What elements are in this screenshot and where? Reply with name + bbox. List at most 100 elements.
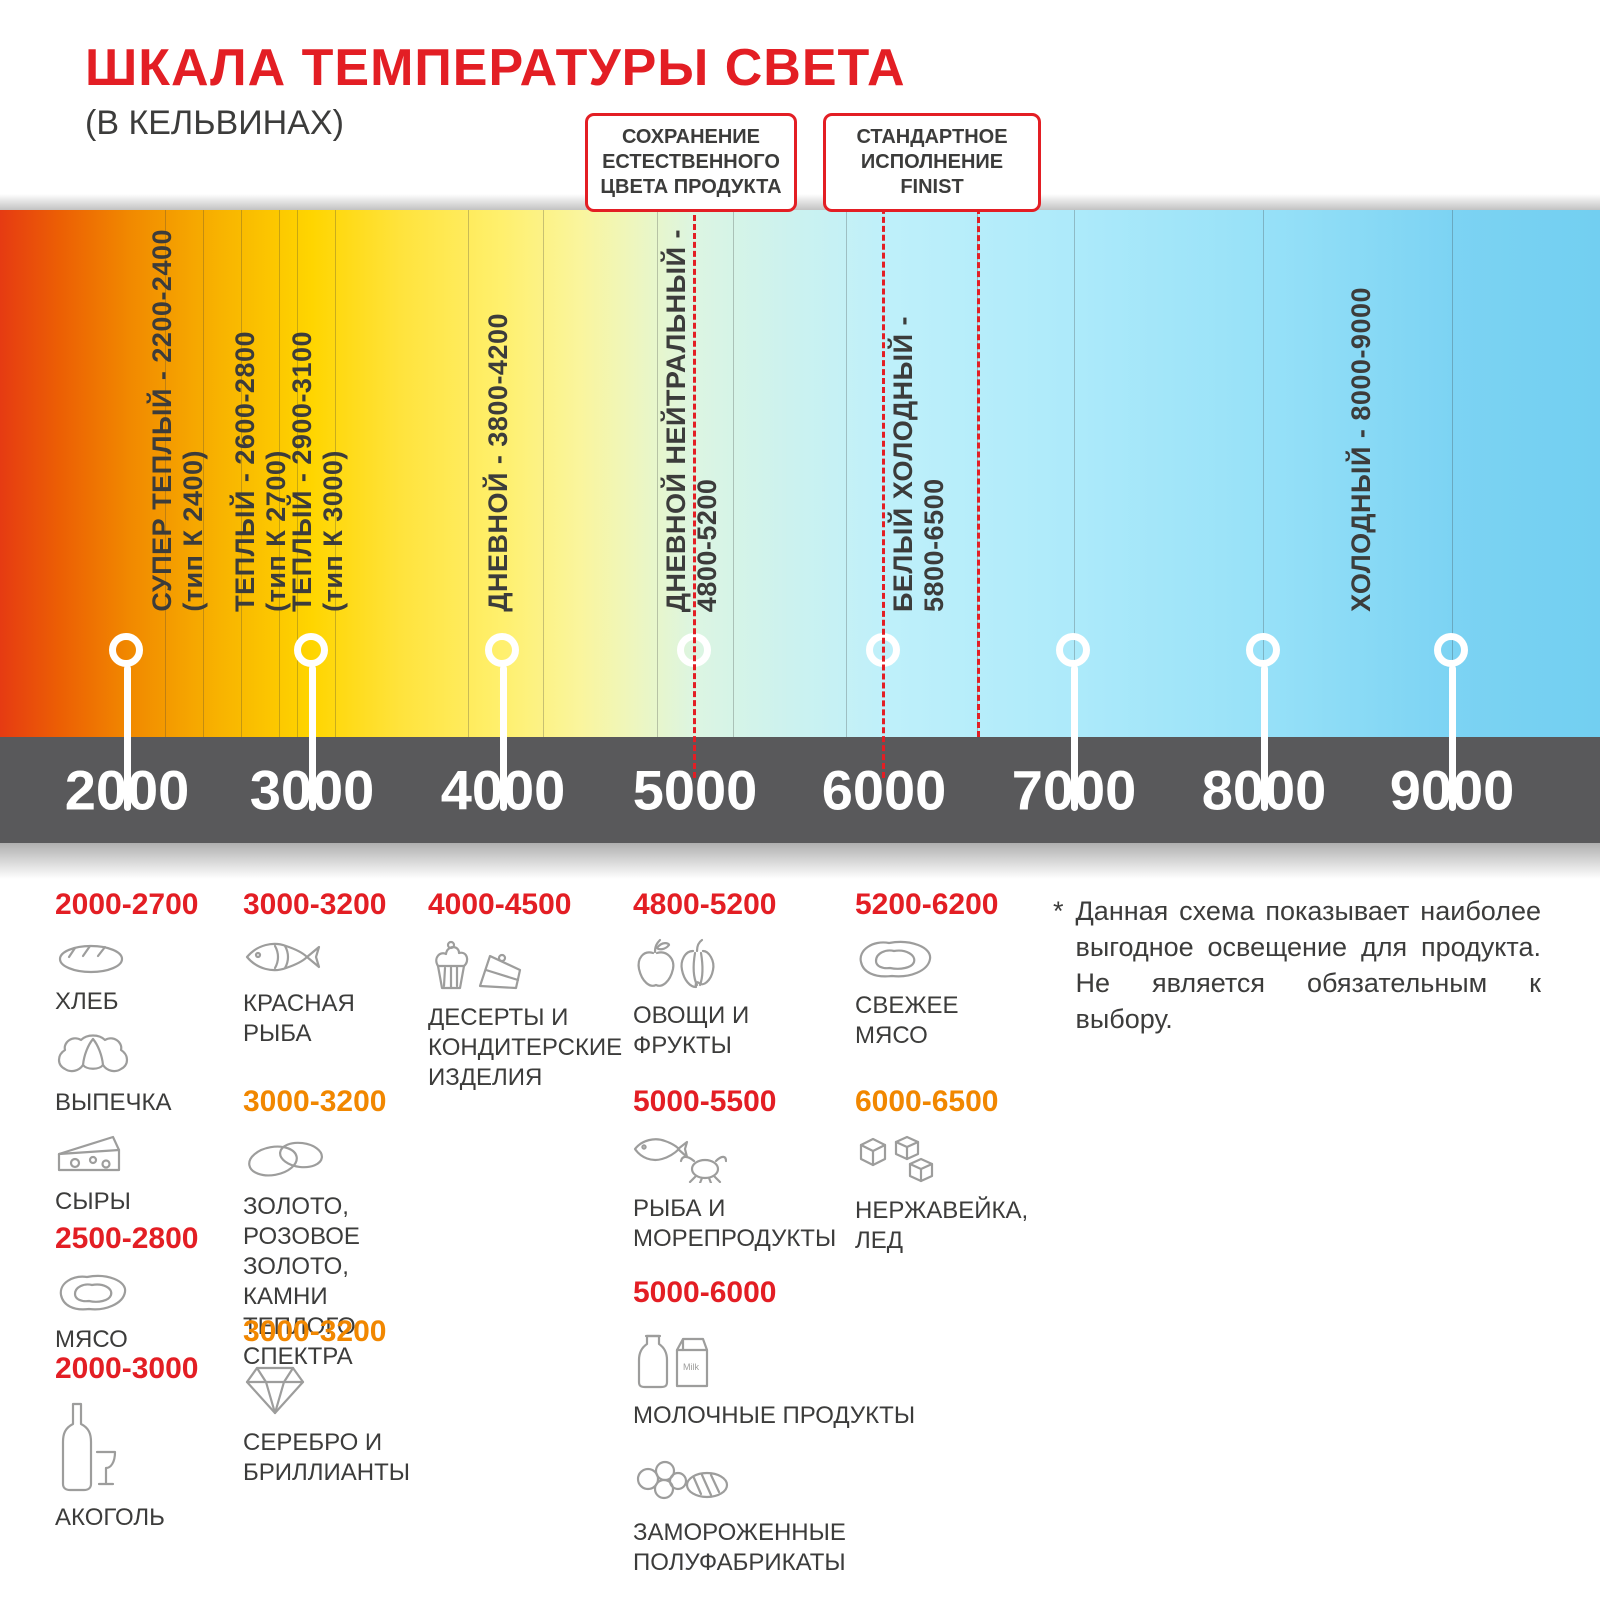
marker-ring	[109, 633, 143, 667]
item-label: ОВОЩИ И ФРУКТЫ	[633, 1002, 750, 1059]
category-item: МЯСО	[55, 1270, 240, 1355]
zone-boundary-line	[657, 210, 658, 737]
range-label: 2000-2700	[55, 888, 199, 921]
zone-boundary-line	[846, 210, 847, 737]
category-item: ВЫПЕЧКА	[55, 1031, 240, 1118]
item-label: СВЕЖЕЕ МЯСО	[855, 992, 959, 1049]
diamond-icon	[243, 1363, 443, 1422]
category-item: СВЕЖЕЕ МЯСО	[855, 936, 1055, 1051]
category-item: НЕРЖАВЕЙКА, ЛЕД	[855, 1133, 1055, 1256]
zone-boundary-line	[468, 210, 469, 737]
item-label: НЕРЖАВЕЙКА, ЛЕД	[855, 1197, 1029, 1254]
range-label: 2500-2800	[55, 1222, 199, 1255]
zone-boundary-line	[297, 210, 298, 737]
marker-3000	[294, 633, 330, 811]
category-item: ХЛЕБ	[55, 936, 240, 1017]
item-label: МЯСО	[55, 1326, 128, 1353]
callout-natural-color: СОХРАНЕНИЕ ЕСТЕСТВЕННОГО ЦВЕТА ПРОДУКТА	[585, 113, 797, 212]
bread-icon	[55, 936, 240, 981]
zone-boundary-line	[279, 210, 280, 737]
category-item: ДЕСЕРТЫ И КОНДИТЕРСКИЕ ИЗДЕЛИЯ	[428, 936, 638, 1093]
zone-label-cold: ХОЛОДНЫЙ - 8000-9000	[1346, 287, 1377, 612]
marker-stem	[1260, 665, 1268, 811]
category-item: ОВОЩИ И ФРУКТЫ	[633, 936, 858, 1061]
zone-label-text: ДНЕВНОЙ - 3800-4200	[483, 313, 513, 612]
category-item: СЕРЕБРО И БРИЛЛИАНТЫ	[243, 1363, 443, 1488]
zone-label-sub: 4800-5200	[692, 478, 722, 612]
category-group: 3000-3200 ЗОЛОТО, РОЗОВОЕ ЗОЛОТО, КАМНИ …	[243, 1085, 443, 1372]
category-group: 5000-5500 РЫБА И МОРЕПРОДУКТЫ	[633, 1085, 858, 1254]
zone-boundary-line	[1074, 210, 1075, 737]
marker-2000	[109, 633, 145, 811]
marker-stem	[499, 665, 507, 811]
category-group: 5200-6200 СВЕЖЕЕ МЯСО	[855, 888, 1055, 1051]
desserts-icon	[428, 936, 638, 997]
marker-4000	[485, 633, 521, 811]
category-group: 2000-3000 АКОГОЛЬ	[55, 1352, 240, 1533]
category-item: АКОГОЛЬ	[55, 1400, 240, 1533]
seafood-icon	[633, 1133, 858, 1188]
rings-icon	[243, 1133, 443, 1186]
dashed-leader-6500	[977, 190, 980, 737]
header: ШКАЛА ТЕМПЕРАТУРЫ СВЕТА (В КЕЛЬВИНАХ)	[85, 38, 906, 143]
footnote-asterisk: *	[1053, 896, 1064, 926]
bottom-shadow	[0, 843, 1600, 879]
produce-icon	[633, 936, 858, 995]
marker-ring	[1434, 633, 1468, 667]
category-item: СЫРЫ	[55, 1132, 240, 1217]
range-label: 3000-3200	[243, 888, 387, 921]
zone-label-daylight-neutral: ДНЕВНОЙ НЕЙТРАЛЬНЫЙ - 4800-5200	[661, 229, 723, 612]
category-item: Milk МОЛОЧНЫЕ ПРОДУКТЫ	[633, 1324, 915, 1431]
alcohol-icon	[55, 1400, 240, 1497]
range-label: 4800-5200	[633, 888, 777, 921]
zone-label-text: ХОЛОДНЫЙ - 8000-9000	[1346, 287, 1376, 612]
fish-icon	[243, 936, 443, 983]
page-title: ШКАЛА ТЕМПЕРАТУРЫ СВЕТА	[85, 39, 906, 97]
zone-label-warm-2700: ТЕПЛЫЙ - 2600-2800 (тип К 2700)	[230, 331, 292, 612]
category-group: 6000-6500 НЕРЖАВЕЙКА, ЛЕД	[855, 1085, 1055, 1256]
zone-boundary-line	[733, 210, 734, 737]
category-group: 2500-2800 МЯСО	[55, 1222, 240, 1355]
zone-boundary-line	[543, 210, 544, 737]
zone-label-text: СУПЕР ТЕПЛЫЙ - 2200-2400	[147, 229, 177, 612]
zone-boundary-line	[335, 210, 336, 737]
range-label: 3000-3200	[243, 1085, 387, 1118]
category-group: 3000-3200 КРАСНАЯ РЫБА	[243, 888, 443, 1049]
range-label: 5000-5500	[633, 1085, 777, 1118]
range-label: 3000-3200	[243, 1315, 387, 1348]
frozen-icon	[633, 1457, 858, 1512]
cheese-icon	[55, 1132, 240, 1181]
marker-stem	[1070, 665, 1078, 811]
top-shadow	[0, 194, 1600, 210]
marker-ring	[485, 633, 519, 667]
svg-text:Milk: Milk	[683, 1362, 699, 1372]
dashed-leader-6000	[882, 190, 885, 778]
range-label: 5000-6000	[633, 1276, 777, 1309]
item-label: АКОГОЛЬ	[55, 1504, 165, 1531]
kelvin-axis-bar: 2000 3000 4000 5000 6000 7000 8000 9000	[0, 737, 1600, 843]
range-label: 4000-4500	[428, 888, 572, 921]
category-group: 2000-2700 ХЛЕБ ВЫПЕЧКА СЫРЫ	[55, 888, 240, 1217]
dashed-leader-5000	[693, 197, 696, 778]
marker-stem	[123, 665, 131, 811]
item-label: ДЕСЕРТЫ И КОНДИТЕРСКИЕ ИЗДЕЛИЯ	[428, 1004, 623, 1091]
steak-icon	[855, 936, 1055, 985]
croissant-icon	[55, 1031, 240, 1082]
marker-7000	[1056, 633, 1092, 811]
zone-boundary-line	[1452, 210, 1453, 737]
range-label: 2000-3000	[55, 1352, 199, 1385]
temperature-gradient-band	[0, 210, 1600, 737]
dairy-icon: Milk	[633, 1324, 858, 1395]
item-label: ЗОЛОТО, РОЗОВОЕ ЗОЛОТО, КАМНИ ТЕПЛОГО СП…	[243, 1193, 360, 1370]
zone-label-sub: 5800-6500	[919, 478, 949, 612]
zone-boundary-line	[241, 210, 242, 737]
range-label: 6000-6500	[855, 1085, 999, 1118]
marker-stem	[1448, 665, 1456, 811]
page-subtitle: (В КЕЛЬВИНАХ)	[85, 104, 344, 142]
item-label: ВЫПЕЧКА	[55, 1089, 172, 1116]
item-label: ХЛЕБ	[55, 988, 119, 1015]
item-label: СЫРЫ	[55, 1188, 131, 1215]
meat-icon	[55, 1270, 240, 1319]
zone-label-daylight: ДНЕВНОЙ - 3800-4200	[483, 313, 514, 612]
